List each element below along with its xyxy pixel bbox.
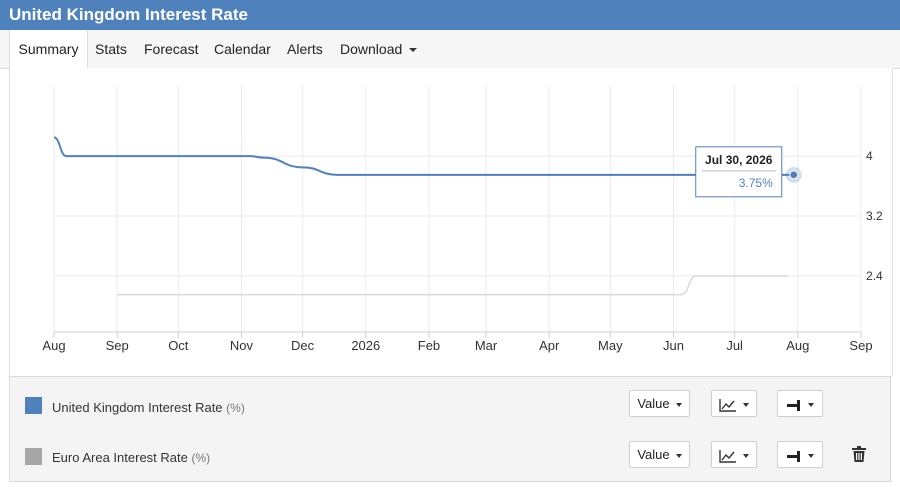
tab-alerts-label: Alerts [287, 41, 323, 57]
tab-calendar[interactable]: Calendar [214, 30, 271, 68]
chevron-down-icon [808, 402, 814, 407]
tab-stats-label: Stats [95, 41, 127, 57]
axis-dropdown[interactable] [777, 390, 823, 417]
legend-euro-unit: (%) [191, 451, 211, 465]
chevron-down-icon [675, 453, 682, 458]
x-tick-label: Aug [42, 338, 65, 353]
axis-icon [787, 399, 800, 411]
tab-download-label: Download [340, 41, 403, 57]
tab-download[interactable]: Download [340, 30, 418, 68]
value-dropdown[interactable]: Value [629, 390, 690, 417]
tooltip-box [695, 146, 783, 198]
trash-icon[interactable] [852, 446, 866, 462]
tab-alerts[interactable]: Alerts [287, 30, 323, 68]
line-chart-icon [719, 398, 736, 412]
value-label: Value [637, 447, 670, 462]
tab-bar: Summary Stats Forecast Calendar Alerts D… [0, 30, 900, 69]
legend-item-euro[interactable]: Euro Area Interest Rate (%) [52, 450, 210, 465]
tab-summary-label: Summary [18, 41, 79, 57]
legend-euro-name: Euro Area Interest Rate [52, 450, 188, 465]
series-color-swatch [25, 448, 42, 465]
legend-panel: United Kingdom Interest Rate (%) Value E… [9, 376, 891, 482]
title-bar: United Kingdom Interest Rate [0, 0, 900, 30]
tooltip-value: 3.75% [739, 176, 773, 190]
x-tick-label: Oct [168, 338, 189, 353]
tab-stats[interactable]: Stats [95, 30, 127, 68]
legend-uk-name: United Kingdom Interest Rate [52, 400, 223, 415]
series-line-euro [117, 275, 788, 296]
chart-type-dropdown[interactable] [711, 390, 757, 417]
page-title: United Kingdom Interest Rate [9, 5, 248, 24]
tab-forecast[interactable]: Forecast [144, 30, 198, 68]
x-tick-label: Aug [786, 338, 809, 353]
x-tick-label: 2026 [351, 338, 380, 353]
y-tick-label: 3.2 [866, 209, 883, 223]
chevron-down-icon [743, 402, 749, 407]
x-tick-label: Nov [230, 338, 254, 353]
value-dropdown[interactable]: Value [629, 441, 690, 468]
axis-dropdown[interactable] [777, 441, 823, 468]
axis-icon [787, 450, 800, 462]
series-line-uk [53, 136, 794, 176]
series-color-swatch [25, 397, 42, 414]
hover-point [789, 170, 799, 180]
x-tick-label: Mar [475, 338, 498, 353]
x-tick-label: Dec [291, 338, 315, 353]
legend-row-uk: United Kingdom Interest Rate (%) Value [10, 379, 890, 431]
chart-type-dropdown[interactable] [711, 441, 757, 468]
x-tick-label: May [598, 338, 623, 353]
chevron-down-icon [808, 453, 814, 458]
value-label: Value [637, 396, 670, 411]
x-tick-label: Jul [726, 338, 743, 353]
x-tick-label: Feb [418, 338, 440, 353]
legend-uk-unit: (%) [226, 401, 245, 415]
x-tick-label: Jun [663, 338, 684, 353]
tab-calendar-label: Calendar [214, 41, 271, 57]
chart-area: Aug Sep Oct Nov Dec 2026 Feb Mar Apr May Jun Jul Aug… [9, 68, 893, 376]
chevron-down-icon [409, 48, 418, 53]
legend-row-euro: Euro Area Interest Rate (%) Value [10, 430, 890, 482]
tab-forecast-label: Forecast [144, 41, 199, 57]
y-tick-label: 2.4 [866, 269, 883, 283]
y-tick-label: 4 [866, 149, 873, 163]
chevron-down-icon [675, 402, 682, 407]
line-chart: Aug Sep Oct Nov Dec 2026 Feb Mar Apr May Jun Jul Aug… [42, 85, 883, 353]
chevron-down-icon [743, 453, 749, 458]
line-chart-icon [719, 449, 736, 463]
x-tick-label: Sep [106, 338, 129, 353]
x-tick-label: Sep [849, 338, 872, 353]
tooltip-date: Jul 30, 2026 [705, 153, 773, 167]
x-tick-label: Apr [539, 338, 560, 353]
tab-summary[interactable]: Summary [9, 30, 88, 69]
legend-item-uk[interactable]: United Kingdom Interest Rate (%) [52, 400, 245, 415]
